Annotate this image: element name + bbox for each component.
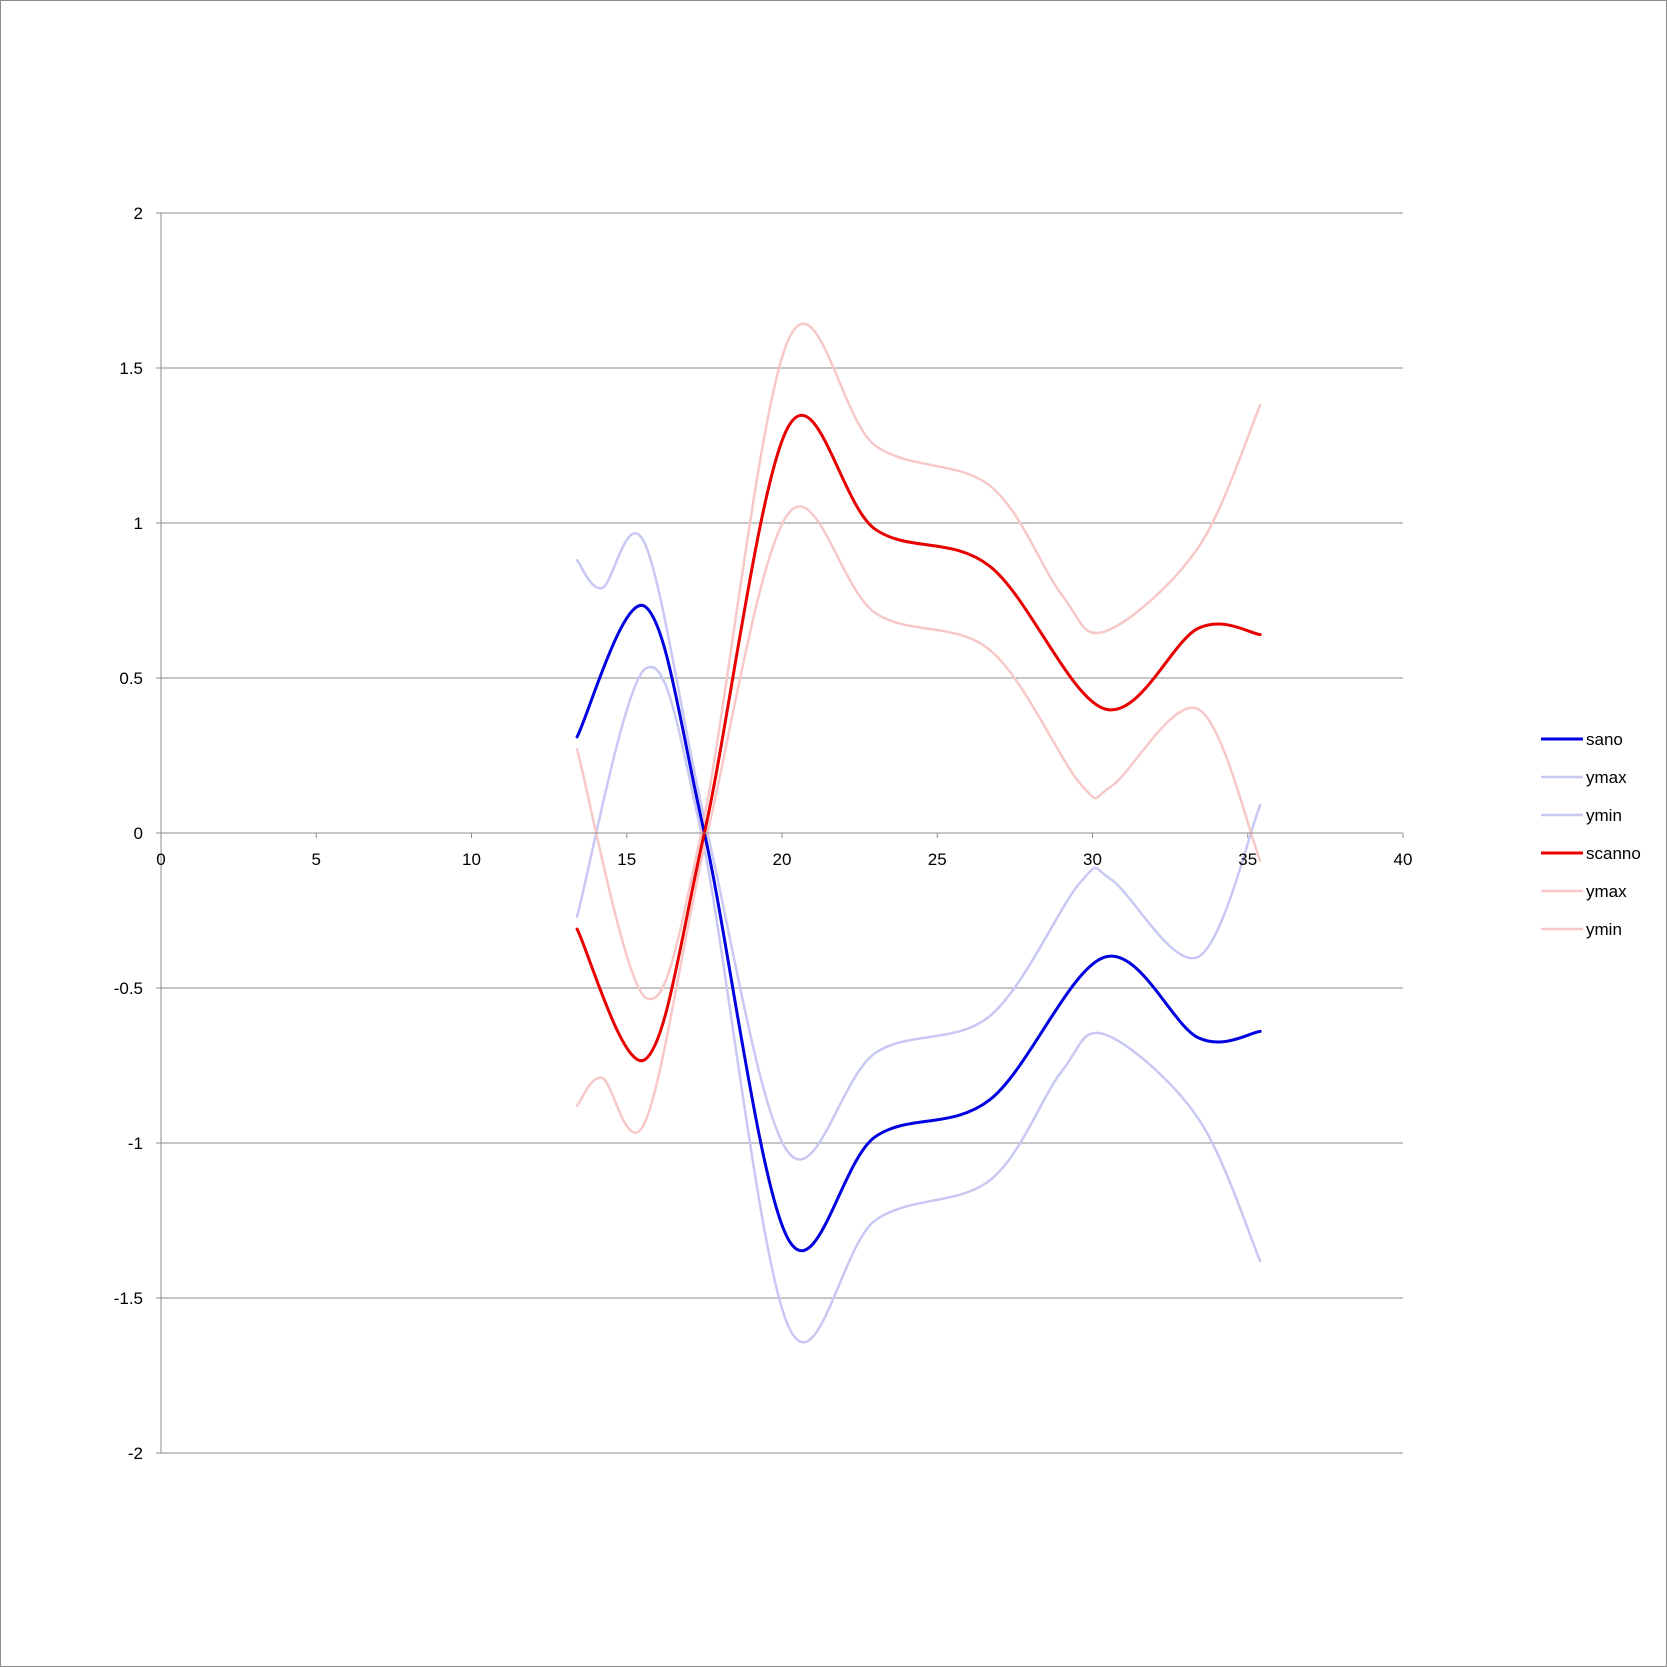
x-tick-label: 40 [1394,850,1413,869]
x-tick-label: 15 [617,850,636,869]
x-tick-label: 0 [156,850,165,869]
y-axis-tick-labels: 2 1.5 1 0.5 0 -0.5 -1 -1.5 -2 [114,204,143,1463]
legend: sano ymax ymin scanno ymax ymin [1541,730,1641,939]
y-tick-label: 1 [134,514,143,533]
x-tick-label: 30 [1083,850,1102,869]
x-tick-label: 35 [1238,850,1257,869]
x-tick-label: 25 [928,850,947,869]
y-tick-label: -1.5 [114,1289,143,1308]
legend-label-ymax: ymax [1586,768,1627,787]
series-line-ymin-2 [575,665,1262,1344]
x-tick-label: 10 [462,850,481,869]
y-tick-label: 0 [134,824,143,843]
y-tick-label: -0.5 [114,979,143,998]
series-line-scanno-3 [575,414,1262,1063]
legend-label-ymin: ymin [1586,806,1622,825]
series-lines [575,322,1262,1344]
legend-label-ymax: ymax [1586,882,1627,901]
y-tick-label: -1 [128,1134,143,1153]
series-line-ymax-4 [575,322,1262,1001]
legend-label-scanno: scanno [1586,844,1641,863]
axes [156,212,1404,1454]
x-tick-label: 20 [773,850,792,869]
series-line-ymin-5 [575,505,1262,1134]
x-axis-tick-labels: 0 5 10 15 20 25 30 35 40 [156,850,1412,869]
y-tick-label: 1.5 [119,359,143,378]
x-tick-label: 5 [312,850,321,869]
series-line-ymax-1 [575,532,1262,1161]
legend-label-ymin: ymin [1586,920,1622,939]
y-tick-label: -2 [128,1444,143,1463]
series-line-sano-0 [575,603,1262,1252]
y-tick-label: 0.5 [119,669,143,688]
legend-label-sano: sano [1586,730,1623,749]
y-tick-label: 2 [134,204,143,223]
